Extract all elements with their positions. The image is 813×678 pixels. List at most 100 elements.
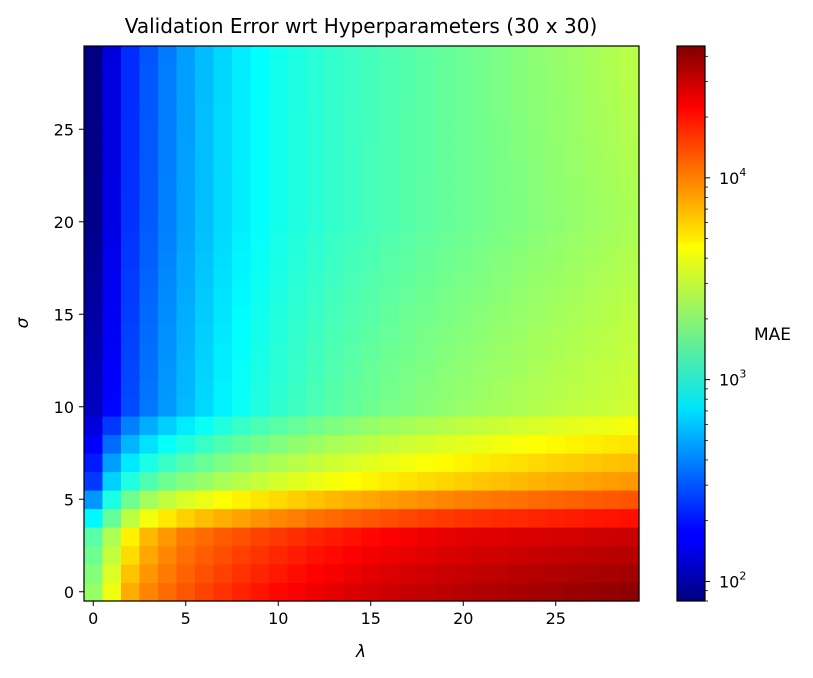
colorbar-tick-label: 104 bbox=[719, 166, 746, 188]
heatmap-cell bbox=[546, 120, 566, 140]
heatmap-cell bbox=[398, 83, 418, 103]
heatmap-cell bbox=[472, 231, 492, 251]
heatmap-cell bbox=[195, 212, 215, 232]
heatmap-cell bbox=[287, 157, 307, 177]
heatmap-cell bbox=[250, 323, 270, 343]
heatmap-cell bbox=[84, 545, 104, 565]
heatmap-cell bbox=[398, 231, 418, 251]
heatmap-cell bbox=[139, 360, 159, 380]
heatmap-cell bbox=[158, 120, 178, 140]
heatmap-cell bbox=[528, 527, 548, 547]
heatmap-cell bbox=[84, 323, 104, 343]
heatmap-cell bbox=[602, 249, 622, 269]
heatmap-cell bbox=[213, 508, 233, 528]
heatmap-cell bbox=[565, 249, 585, 269]
heatmap-cell bbox=[102, 194, 122, 214]
heatmap-cell bbox=[361, 120, 381, 140]
heatmap-cell bbox=[435, 471, 455, 491]
heatmap-cell bbox=[269, 434, 289, 454]
heatmap-cell bbox=[158, 268, 178, 288]
heatmap-cell bbox=[546, 527, 566, 547]
heatmap-cell bbox=[176, 508, 196, 528]
heatmap-cell bbox=[269, 212, 289, 232]
heatmap-cell bbox=[398, 471, 418, 491]
heatmap-cell bbox=[491, 342, 511, 362]
heatmap-cell bbox=[361, 323, 381, 343]
heatmap-cell bbox=[380, 194, 400, 214]
heatmap-cell bbox=[324, 194, 344, 214]
heatmap-cell bbox=[380, 268, 400, 288]
heatmap-cell bbox=[158, 379, 178, 399]
heatmap-cell bbox=[213, 379, 233, 399]
heatmap-cell bbox=[491, 545, 511, 565]
heatmap-cell bbox=[454, 101, 474, 121]
heatmap-cell bbox=[195, 305, 215, 325]
heatmap-cell bbox=[528, 286, 548, 306]
heatmap-cell bbox=[324, 212, 344, 232]
heatmap-cell bbox=[232, 360, 252, 380]
heatmap-cell bbox=[417, 545, 437, 565]
heatmap-cell bbox=[250, 46, 270, 66]
heatmap-cell bbox=[213, 360, 233, 380]
heatmap-cell bbox=[361, 157, 381, 177]
heatmap-cell bbox=[139, 379, 159, 399]
heatmap-cell bbox=[269, 490, 289, 510]
heatmap-cell bbox=[176, 138, 196, 158]
y-tick-label: 20 bbox=[54, 213, 74, 232]
heatmap-cell bbox=[324, 453, 344, 473]
heatmap-cell bbox=[232, 46, 252, 66]
heatmap-cell bbox=[380, 212, 400, 232]
heatmap-cell bbox=[84, 157, 104, 177]
heatmap-cell bbox=[195, 360, 215, 380]
heatmap-cell bbox=[435, 286, 455, 306]
heatmap-cell bbox=[361, 582, 381, 602]
heatmap-cell bbox=[213, 231, 233, 251]
heatmap-cell bbox=[565, 564, 585, 584]
heatmap-cell bbox=[250, 305, 270, 325]
heatmap-cell bbox=[472, 527, 492, 547]
heatmap-cell bbox=[435, 175, 455, 195]
heatmap-cell bbox=[528, 379, 548, 399]
heatmap-cell bbox=[176, 342, 196, 362]
heatmap-cell bbox=[509, 249, 529, 269]
heatmap-cell bbox=[102, 527, 122, 547]
x-tick-label: 15 bbox=[361, 609, 381, 628]
heatmap-cell bbox=[139, 397, 159, 417]
heatmap-cell bbox=[491, 231, 511, 251]
heatmap-cell bbox=[565, 157, 585, 177]
heatmap-cell bbox=[232, 582, 252, 602]
heatmap-cell bbox=[269, 120, 289, 140]
heatmap-cell bbox=[158, 157, 178, 177]
heatmap-cell bbox=[158, 46, 178, 66]
heatmap-cell bbox=[398, 305, 418, 325]
heatmap-cell bbox=[102, 286, 122, 306]
heatmap-cell bbox=[528, 120, 548, 140]
y-tick-label: 15 bbox=[54, 305, 74, 324]
heatmap-cell bbox=[528, 416, 548, 436]
heatmap-cell bbox=[509, 212, 529, 232]
heatmap-cell bbox=[306, 101, 326, 121]
heatmap-cell bbox=[380, 323, 400, 343]
heatmap-cell bbox=[102, 212, 122, 232]
heatmap-cell bbox=[509, 342, 529, 362]
heatmap-cell bbox=[287, 508, 307, 528]
heatmap-cell bbox=[139, 194, 159, 214]
heatmap-cell bbox=[121, 83, 141, 103]
heatmap-cell bbox=[491, 305, 511, 325]
heatmap-cell bbox=[454, 434, 474, 454]
heatmap-cell bbox=[472, 268, 492, 288]
heatmap-cell bbox=[84, 379, 104, 399]
heatmap-cell bbox=[139, 545, 159, 565]
heatmap-cell bbox=[213, 471, 233, 491]
heatmap-cell bbox=[361, 46, 381, 66]
heatmap-cell bbox=[491, 101, 511, 121]
heatmap-cell bbox=[361, 453, 381, 473]
heatmap-cell bbox=[398, 138, 418, 158]
heatmap-cell bbox=[435, 582, 455, 602]
heatmap-cell bbox=[491, 212, 511, 232]
heatmap-cell bbox=[435, 434, 455, 454]
heatmap-cell bbox=[121, 101, 141, 121]
heatmap-cell bbox=[602, 138, 622, 158]
heatmap-cell bbox=[565, 416, 585, 436]
